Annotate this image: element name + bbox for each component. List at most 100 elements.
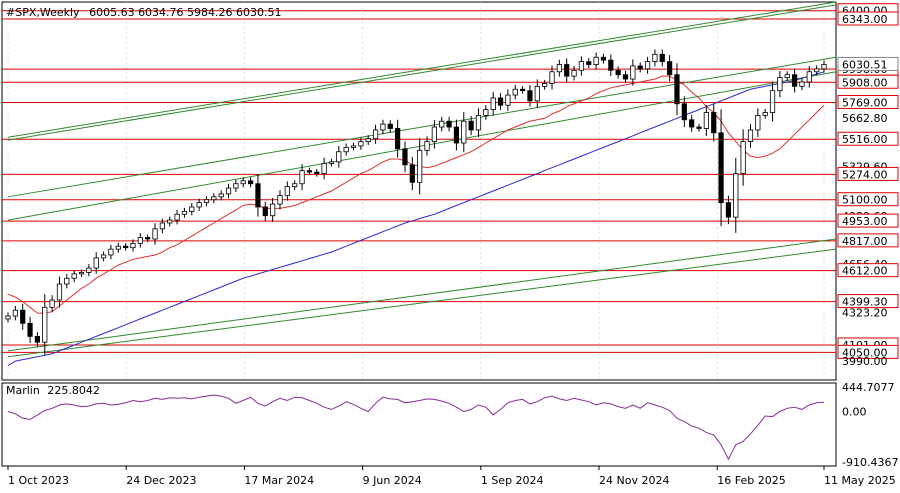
y-tick-label: 4399.30 bbox=[842, 296, 888, 309]
candle-up bbox=[740, 141, 746, 174]
y-tick-label: 5769.00 bbox=[842, 96, 888, 109]
candle-up bbox=[12, 309, 18, 317]
candle-down bbox=[255, 183, 261, 208]
osc-tick-label: -910.4367 bbox=[842, 456, 898, 469]
candle-up bbox=[358, 141, 364, 147]
candle-down bbox=[387, 123, 393, 129]
candle-up bbox=[380, 123, 386, 131]
candle-down bbox=[637, 65, 643, 70]
main-price-plot bbox=[1, 1, 837, 381]
x-tick-label: 11 May 2025 bbox=[824, 474, 896, 487]
candle-up bbox=[321, 162, 327, 174]
candle-up bbox=[211, 196, 217, 201]
level-label-box bbox=[837, 344, 899, 359]
candle-down bbox=[689, 119, 695, 128]
candle-down bbox=[145, 237, 151, 240]
y-tick-label: 5100.00 bbox=[842, 194, 888, 207]
candle-up bbox=[292, 183, 298, 188]
level-label-box bbox=[837, 233, 899, 248]
candle-up bbox=[755, 115, 761, 131]
candle-up bbox=[762, 112, 768, 116]
candle-up bbox=[93, 257, 99, 269]
candle-up bbox=[108, 248, 114, 256]
candle-up bbox=[343, 146, 349, 153]
x-tick-label: 9 Jun 2024 bbox=[363, 474, 422, 487]
candle-up bbox=[593, 56, 599, 65]
candle-up bbox=[534, 85, 540, 102]
chart-ohlc: 6005.63 6034.76 5984.26 6030.51 bbox=[89, 6, 282, 19]
marlin-line bbox=[7, 394, 825, 461]
candle-up bbox=[578, 61, 585, 71]
y-tick-label: 4323.20 bbox=[842, 307, 888, 320]
candle-up bbox=[218, 193, 224, 198]
candle-up bbox=[71, 273, 77, 279]
x-tick-label: 24 Nov 2024 bbox=[599, 474, 669, 487]
candle-up bbox=[703, 112, 709, 129]
candle-down bbox=[586, 61, 592, 65]
channel-line bbox=[7, 238, 837, 352]
candle-up bbox=[277, 194, 283, 205]
candle-up bbox=[49, 299, 55, 308]
candle-down bbox=[711, 112, 717, 134]
candle-up bbox=[284, 186, 290, 196]
candle-up bbox=[652, 53, 658, 63]
candle-up bbox=[159, 222, 165, 230]
x-tick-label: 17 Mar 2024 bbox=[244, 474, 314, 487]
candle-up bbox=[439, 120, 445, 128]
candle-up bbox=[336, 151, 342, 163]
candle-down bbox=[696, 126, 702, 129]
candle-up bbox=[100, 254, 107, 259]
candle-up bbox=[189, 206, 195, 212]
y-tick-label: 5908.00 bbox=[842, 76, 888, 89]
candle-up bbox=[42, 306, 48, 343]
candle-down bbox=[674, 74, 680, 105]
candle-down bbox=[667, 61, 673, 76]
y-tick-label: 6343.00 bbox=[842, 13, 888, 26]
candle-down bbox=[791, 74, 798, 87]
candle-down bbox=[123, 245, 129, 249]
last-price-box bbox=[837, 56, 899, 71]
candle-down bbox=[718, 132, 724, 204]
y-tick-label: 4050.00 bbox=[842, 346, 888, 359]
candle-up bbox=[299, 170, 305, 185]
candle-up bbox=[365, 138, 371, 142]
candle-up bbox=[328, 161, 335, 164]
candle-up bbox=[152, 228, 158, 240]
channel-line bbox=[7, 248, 837, 358]
main-plot-frame bbox=[1, 1, 837, 381]
candle-up bbox=[174, 213, 180, 221]
candle-up bbox=[769, 90, 776, 113]
candle-down bbox=[681, 103, 687, 121]
candle-down bbox=[20, 309, 26, 324]
y-tick-label: 5274.00 bbox=[842, 168, 888, 181]
indicator-name: Marlin bbox=[6, 384, 40, 397]
candle-up bbox=[490, 97, 496, 110]
candle-down bbox=[395, 128, 401, 150]
candle-up bbox=[64, 277, 70, 285]
x-tick-label: 16 Feb 2025 bbox=[717, 474, 785, 487]
candle-up bbox=[130, 242, 136, 249]
candle-down bbox=[497, 97, 504, 106]
y-tick-label: 5662.80 bbox=[842, 112, 888, 125]
candle-down bbox=[446, 120, 452, 128]
x-tick-label: 1 Sep 2024 bbox=[481, 474, 544, 487]
candle-up bbox=[806, 71, 812, 83]
candle-down bbox=[468, 120, 474, 131]
candle-up bbox=[86, 267, 92, 273]
candle-up bbox=[556, 64, 562, 73]
channel-line bbox=[7, 4, 837, 141]
candle-down bbox=[34, 335, 41, 343]
indicator-value: 225.8042 bbox=[47, 384, 100, 397]
candle-down bbox=[402, 148, 408, 166]
candle-up bbox=[225, 187, 232, 195]
oscillator-plot bbox=[1, 382, 837, 467]
candle-up bbox=[799, 81, 805, 87]
y-tick-label: 4953.00 bbox=[842, 215, 888, 228]
candle-up bbox=[549, 71, 555, 84]
candle-down bbox=[608, 59, 614, 71]
level-label-box bbox=[837, 74, 899, 89]
candle-down bbox=[519, 88, 526, 92]
candle-down bbox=[262, 206, 268, 217]
candle-up bbox=[233, 183, 239, 189]
